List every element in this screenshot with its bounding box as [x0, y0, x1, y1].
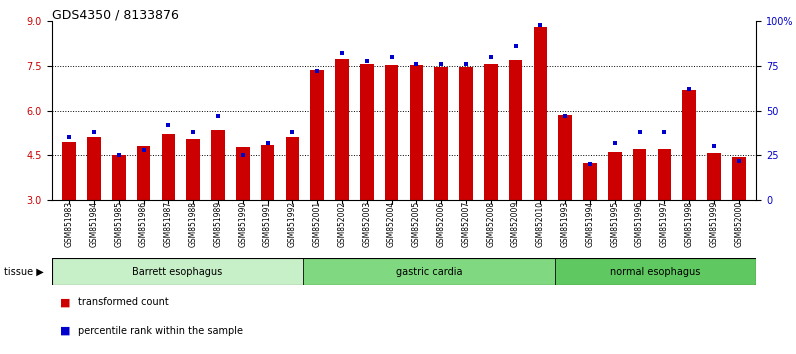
Text: GSM851995: GSM851995 [611, 201, 619, 247]
Bar [360, 64, 373, 200]
Bar [162, 135, 175, 200]
Bar [555, 258, 756, 285]
Bar [52, 258, 303, 285]
Bar [533, 27, 547, 200]
Text: normal esophagus: normal esophagus [611, 267, 700, 277]
Bar [186, 139, 200, 200]
Text: GSM852010: GSM852010 [536, 201, 545, 247]
Text: GSM851996: GSM851996 [635, 201, 644, 247]
Bar [211, 130, 224, 200]
Bar [112, 155, 126, 200]
Text: Barrett esophagus: Barrett esophagus [132, 267, 223, 277]
Text: GSM851988: GSM851988 [189, 201, 197, 247]
Text: GSM851987: GSM851987 [164, 201, 173, 247]
Text: GSM852005: GSM852005 [412, 201, 421, 247]
Text: GSM852008: GSM852008 [486, 201, 495, 247]
Text: GSM851997: GSM851997 [660, 201, 669, 247]
Bar [137, 146, 150, 200]
Bar [732, 157, 746, 200]
Bar [633, 149, 646, 200]
Bar [384, 65, 398, 200]
Text: GSM851983: GSM851983 [64, 201, 73, 247]
Bar [509, 60, 522, 200]
Bar [87, 137, 101, 200]
Text: GSM852001: GSM852001 [313, 201, 322, 247]
Bar [410, 65, 423, 200]
Bar [682, 90, 696, 200]
Bar [484, 64, 498, 200]
Text: GSM851989: GSM851989 [213, 201, 222, 247]
Text: GSM851999: GSM851999 [709, 201, 719, 247]
Text: ■: ■ [60, 326, 70, 336]
Text: GSM852009: GSM852009 [511, 201, 520, 247]
Text: GSM851986: GSM851986 [139, 201, 148, 247]
Text: GSM852003: GSM852003 [362, 201, 371, 247]
Bar [310, 70, 324, 200]
Text: gastric cardia: gastric cardia [396, 267, 462, 277]
Bar [435, 67, 448, 200]
Text: GSM851990: GSM851990 [238, 201, 248, 247]
Text: GSM851985: GSM851985 [114, 201, 123, 247]
Bar [261, 145, 275, 200]
Text: GSM852006: GSM852006 [437, 201, 446, 247]
Text: GSM852002: GSM852002 [338, 201, 346, 247]
Text: GSM851994: GSM851994 [586, 201, 595, 247]
Bar [558, 115, 572, 200]
Text: GSM852004: GSM852004 [387, 201, 396, 247]
Text: GSM852000: GSM852000 [735, 201, 743, 247]
Text: transformed count: transformed count [78, 297, 169, 307]
Bar [335, 59, 349, 200]
Bar [236, 147, 250, 200]
Bar [303, 258, 555, 285]
Text: GSM851991: GSM851991 [263, 201, 272, 247]
Bar [583, 163, 597, 200]
Text: GSM852007: GSM852007 [462, 201, 470, 247]
Text: GSM851984: GSM851984 [89, 201, 99, 247]
Bar [707, 153, 721, 200]
Text: percentile rank within the sample: percentile rank within the sample [78, 326, 243, 336]
Text: ■: ■ [60, 297, 70, 307]
Bar [608, 152, 622, 200]
Bar [657, 149, 671, 200]
Text: tissue ▶: tissue ▶ [4, 267, 44, 277]
Bar [459, 67, 473, 200]
Text: GSM851992: GSM851992 [288, 201, 297, 247]
Bar [62, 142, 76, 200]
Text: GSM851998: GSM851998 [685, 201, 694, 247]
Bar [286, 137, 299, 200]
Text: GSM851993: GSM851993 [560, 201, 570, 247]
Text: GDS4350 / 8133876: GDS4350 / 8133876 [52, 9, 178, 22]
